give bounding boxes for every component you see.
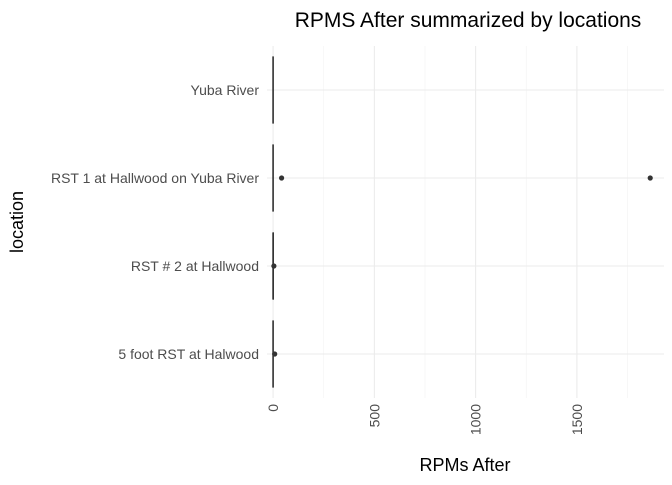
x-tick-label: 500 — [366, 404, 382, 428]
chart-title: RPMS After summarized by locations — [295, 9, 642, 32]
grid-layer — [267, 46, 664, 398]
y-tick-label: RST 1 at Hallwood on Yuba River — [51, 170, 259, 186]
y-axis-title: location — [7, 191, 27, 253]
outlier-point — [272, 351, 277, 356]
outlier-point — [271, 263, 276, 268]
x-tick-label: 1500 — [569, 404, 585, 435]
x-axis-title: RPMs After — [419, 455, 510, 475]
outlier-point — [648, 175, 653, 180]
y-tick-label: 5 foot RST at Halwood — [118, 346, 259, 362]
y-tick-label: RST # 2 at Hallwood — [131, 258, 259, 274]
x-tick-label: 0 — [265, 404, 281, 412]
labels-layer: Yuba River RST 1 at Hallwood on Yuba Rive… — [51, 82, 585, 435]
marks-layer — [271, 57, 653, 387]
x-tick-label: 1000 — [468, 404, 484, 435]
outlier-point — [279, 175, 284, 180]
y-tick-label: Yuba River — [191, 82, 260, 98]
